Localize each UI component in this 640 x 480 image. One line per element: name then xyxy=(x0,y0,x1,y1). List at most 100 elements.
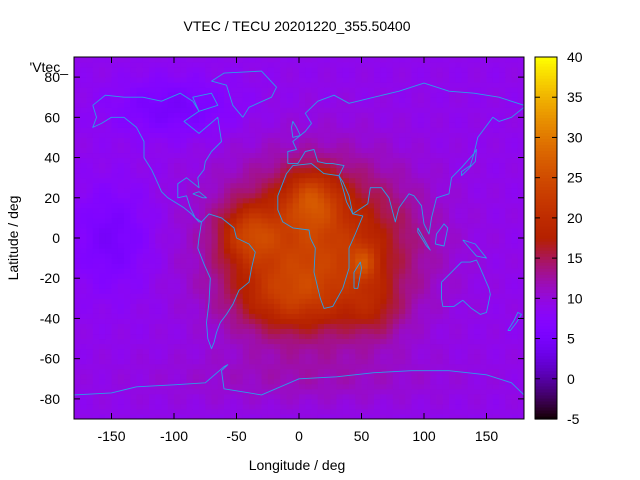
heatmap-cell xyxy=(161,92,169,98)
heatmap-cell xyxy=(124,212,131,219)
heatmap-cell xyxy=(424,263,431,269)
heatmap-cell xyxy=(224,202,231,209)
heatmap-cell xyxy=(449,122,456,128)
heatmap-cell xyxy=(80,182,87,189)
heatmap-cell xyxy=(449,187,456,194)
heatmap-cell xyxy=(399,353,406,360)
heatmap-cell xyxy=(230,308,237,314)
heatmap-cell xyxy=(411,238,419,244)
heatmap-cell xyxy=(249,343,256,350)
heatmap-cell xyxy=(211,177,219,184)
heatmap-cell xyxy=(392,373,400,380)
heatmap-cell xyxy=(349,273,356,279)
heatmap-cell xyxy=(474,308,481,314)
heatmap-cell xyxy=(399,413,406,420)
heatmap-cell xyxy=(199,303,206,309)
heatmap-cell xyxy=(186,238,194,244)
heatmap-cell xyxy=(392,217,400,224)
heatmap-cell xyxy=(136,408,144,415)
heatmap-cell xyxy=(280,363,287,370)
heatmap-cell xyxy=(217,308,225,314)
heatmap-cell xyxy=(367,82,375,88)
heatmap-cell xyxy=(186,172,194,179)
heatmap-cell xyxy=(511,142,519,148)
heatmap-cell xyxy=(142,398,150,405)
heatmap-cell xyxy=(155,338,162,345)
heatmap-cell xyxy=(336,288,344,294)
heatmap-cell xyxy=(186,378,194,385)
heatmap-cell xyxy=(111,232,119,239)
heatmap-cell xyxy=(205,112,212,118)
heatmap-cell xyxy=(511,222,519,229)
heatmap-cell xyxy=(199,192,206,199)
heatmap-cell xyxy=(486,243,494,249)
heatmap-cell xyxy=(374,293,381,299)
heatmap-cell xyxy=(80,253,87,259)
heatmap-cell xyxy=(86,82,94,88)
heatmap-cell xyxy=(517,117,525,123)
heatmap-cell xyxy=(411,393,419,400)
heatmap-cell xyxy=(317,72,325,78)
heatmap-cell xyxy=(117,333,125,340)
heatmap-cell xyxy=(467,353,475,360)
heatmap-cell xyxy=(405,333,412,340)
heatmap-cell xyxy=(161,67,169,73)
heatmap-cell xyxy=(261,192,269,199)
heatmap-cell xyxy=(492,177,500,184)
heatmap-cell xyxy=(174,413,181,420)
heatmap-cell xyxy=(374,268,381,274)
heatmap-cell xyxy=(124,348,131,355)
heatmap-cell xyxy=(292,363,300,370)
heatmap-cell xyxy=(299,222,306,229)
heatmap-cell xyxy=(174,227,181,234)
heatmap-cell xyxy=(311,82,319,88)
heatmap-cell xyxy=(342,132,350,138)
heatmap-cell xyxy=(267,358,275,365)
heatmap-cell xyxy=(255,253,262,259)
heatmap-cell xyxy=(267,117,275,123)
heatmap-cell xyxy=(305,238,312,244)
heatmap-cell xyxy=(92,127,100,133)
heatmap-cell xyxy=(411,363,419,370)
heatmap-cell xyxy=(105,67,112,73)
heatmap-cell xyxy=(242,167,250,174)
heatmap-cell xyxy=(224,288,231,294)
heatmap-cell xyxy=(161,393,169,400)
heatmap-cell xyxy=(167,408,175,415)
heatmap-cell xyxy=(311,413,319,420)
heatmap-cell xyxy=(349,313,356,319)
heatmap-cell xyxy=(417,172,425,179)
heatmap-cell xyxy=(324,308,331,314)
heatmap-cell xyxy=(424,358,431,365)
heatmap-cell xyxy=(442,288,450,294)
heatmap-cell xyxy=(236,192,244,199)
heatmap-cell xyxy=(455,378,462,385)
heatmap-cell xyxy=(92,363,100,370)
heatmap-cell xyxy=(330,408,337,415)
heatmap-cell xyxy=(355,353,362,360)
heatmap-cell xyxy=(211,222,219,229)
heatmap-cell xyxy=(461,132,469,138)
heatmap-cell xyxy=(311,92,319,98)
heatmap-cell xyxy=(286,323,294,329)
heatmap-cell xyxy=(211,393,219,400)
heatmap-cell xyxy=(105,87,112,93)
heatmap-cell xyxy=(455,413,462,420)
heatmap-cell xyxy=(455,77,462,83)
heatmap-cell xyxy=(74,328,81,335)
heatmap-cell xyxy=(167,268,175,274)
heatmap-cell xyxy=(417,157,425,164)
heatmap-cell xyxy=(486,388,494,395)
heatmap-cell xyxy=(299,142,306,148)
heatmap-cell xyxy=(186,222,194,229)
heatmap-cell xyxy=(142,238,150,244)
heatmap-cell xyxy=(167,97,175,103)
heatmap-cell xyxy=(192,243,200,249)
heatmap-cell xyxy=(136,353,144,360)
heatmap-cell xyxy=(386,232,394,239)
heatmap-cell xyxy=(255,363,262,370)
heatmap-cell xyxy=(461,122,469,128)
heatmap-cell xyxy=(230,187,237,194)
heatmap-cell xyxy=(224,147,231,154)
heatmap-cell xyxy=(224,167,231,174)
